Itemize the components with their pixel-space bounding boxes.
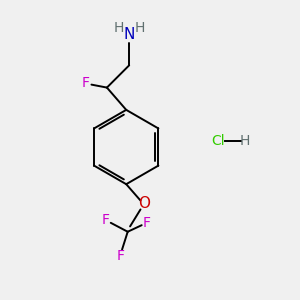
Text: F: F	[82, 76, 90, 90]
Text: F: F	[116, 248, 124, 262]
Text: O: O	[138, 196, 150, 211]
Text: H: H	[114, 20, 124, 34]
Text: Cl: Cl	[212, 134, 225, 148]
Text: H: H	[134, 20, 145, 34]
Text: H: H	[240, 134, 250, 148]
Text: F: F	[101, 213, 110, 227]
Text: N: N	[124, 27, 135, 42]
Text: F: F	[143, 216, 151, 230]
